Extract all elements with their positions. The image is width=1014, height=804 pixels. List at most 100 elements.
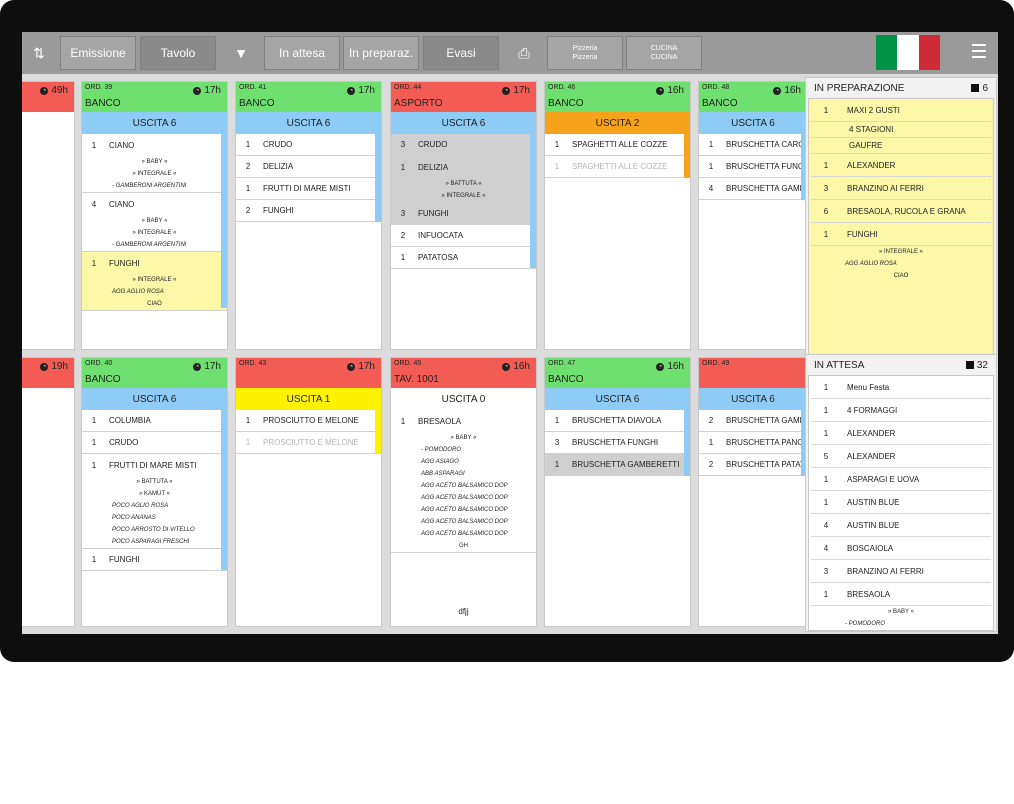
order-header[interactable]: ◔ 49h xyxy=(22,82,74,112)
order-card[interactable]: ◔ 49h xyxy=(22,81,75,350)
order-item[interactable]: 1 FRUTTI DI MARE MISTI xyxy=(236,178,381,200)
order-item[interactable]: 1 BRUSCHETTA GAMBERETTI xyxy=(545,454,690,476)
order-header[interactable]: ORD. 48 ◔ 16h BANCO xyxy=(699,82,807,112)
filter-icon[interactable]: ▼ xyxy=(234,45,248,61)
order-card[interactable]: ◔ 19h xyxy=(22,357,75,627)
order-item[interactable]: 2 DELIZIA xyxy=(236,156,381,178)
item-name: AUSTIN BLUE xyxy=(847,497,900,507)
order-item[interactable]: 1 COLUMBIA xyxy=(82,410,227,432)
order-item[interactable]: 3 BRUSCHETTA FUNGHI xyxy=(545,432,690,454)
order-item[interactable]: 1 PATATOSA xyxy=(391,247,536,269)
order-item[interactable]: 1 BRUSCHETTA DIAVOLA xyxy=(545,410,690,432)
cucina-dept-button[interactable]: CUCINA CUCINA xyxy=(626,36,702,70)
order-item[interactable]: 1 BRESAOLA » BABY « - POMODORO AGG ASIAGO ABB… xyxy=(391,410,536,553)
uscita-header[interactable]: USCITA 6 xyxy=(391,112,536,134)
order-type: BANCO xyxy=(85,374,121,385)
order-item[interactable]: 1 FRUTTI DI MARE MISTI » BATTUTA « » KAMUT … xyxy=(82,454,227,549)
menu-icon[interactable] xyxy=(972,44,986,62)
order-card[interactable]: ORD. 47 ◔ 16h BANCO USCITA 6 1 BRUSCHETTA DIAV… xyxy=(544,357,691,627)
order-item[interactable]: 1 SPAGHETTI ALLE COZZE xyxy=(545,156,690,178)
uscita-header[interactable]: USCITA 0 xyxy=(391,388,536,410)
order-item[interactable]: 1 CIANO » BABY « » INTEGRALE « - GAMBERONI A… xyxy=(82,134,227,193)
side-item[interactable]: 1 ASPARAGI E UOVA xyxy=(809,468,993,491)
italian-flag-icon[interactable] xyxy=(876,35,940,70)
order-item[interactable]: 1 PROSCIUTTO E MELONE xyxy=(236,410,381,432)
order-header[interactable]: ORD. 46 ◔ 16h BANCO xyxy=(545,82,690,112)
order-card[interactable]: ORD. 48 ◔ 16h BANCO USCITA 6 1 BRUSCHETTA CARC… xyxy=(698,81,808,350)
print-icon[interactable]: ⎙ xyxy=(518,44,530,61)
uscita-header[interactable]: USCITA 6 xyxy=(82,388,227,410)
uscita-header[interactable]: USCITA 6 xyxy=(699,112,807,134)
order-card[interactable]: ORD. 39 ◔ 17h BANCO USCITA 6 1 CIANO » BABY « » … xyxy=(81,81,228,350)
tavolo-button[interactable]: Tavolo xyxy=(140,36,216,70)
order-type: BANCO xyxy=(239,98,275,109)
order-card[interactable]: ORD. 46 ◔ 16h BANCO USCITA 2 1 SPAGHETTI ALLE … xyxy=(544,81,691,350)
order-item[interactable]: 1 CRUDO xyxy=(236,134,381,156)
order-item[interactable]: 2 FUNGHI xyxy=(236,200,381,222)
order-card[interactable]: ORD. 41 ◔ 17h BANCO USCITA 6 1 CRUDO 2 DELIZIA 1 F… xyxy=(235,81,382,350)
order-card[interactable]: ORD. 43 ◔ 17h USCITA 1 1 PROSCIUTTO E MELONE 1… xyxy=(235,357,382,627)
order-item[interactable]: 4 CIANO » BABY « » INTEGRALE « - GAMBERONI A… xyxy=(82,193,227,252)
side-item[interactable]: 1 4 FORMAGGI xyxy=(809,399,993,422)
side-item[interactable]: 1 AUSTIN BLUE xyxy=(809,491,993,514)
order-header[interactable]: ORD. 49 xyxy=(699,358,807,388)
side-item[interactable]: 4 AUSTIN BLUE xyxy=(809,514,993,537)
side-item[interactable]: 1 FUNGHI » INTEGRALE « AGG AGLIO ROSA CIAO xyxy=(809,223,993,282)
order-item[interactable]: 1 FUNGHI » INTEGRALE « AGG AGLIO ROSA CIAO xyxy=(82,252,227,311)
in-preparazione-button[interactable]: In preparaz. xyxy=(343,36,419,70)
order-item[interactable]: 1 CRUDO xyxy=(82,432,227,454)
uscita-header[interactable]: USCITA 6 xyxy=(545,388,690,410)
order-header[interactable]: ORD. 39 ◔ 17h BANCO xyxy=(82,82,227,112)
order-item[interactable]: 4 BRUSCHETTA GAMB xyxy=(699,178,807,200)
order-item[interactable]: 1 FUNGHI xyxy=(82,549,227,571)
order-card[interactable]: ORD. 49 USCITA 6 2 BRUSCHETTA GAMB 1 BRUSCHET… xyxy=(698,357,808,627)
side-item[interactable]: 6 BRESAOLA, RUCOLA E GRANA xyxy=(809,200,993,223)
order-header[interactable]: ORD. 44 ◔ 17h ASPORTO xyxy=(391,82,536,112)
side-item[interactable]: 1 ALEXANDER xyxy=(809,422,993,445)
side-item[interactable]: 4 BOSCAIOLA xyxy=(809,537,993,560)
order-item[interactable]: 2 BRUSCHETTA PATAT xyxy=(699,454,807,476)
side-item[interactable]: 5 ALEXANDER xyxy=(809,445,993,468)
item-note: - GAMBERONI ARGENTINI xyxy=(112,183,187,189)
side-item-row: 1 Menu Festa xyxy=(811,376,991,399)
in-attesa-button[interactable]: In attesa xyxy=(264,36,340,70)
order-item[interactable]: 1 SPAGHETTI ALLE COZZE xyxy=(545,134,690,156)
order-card[interactable]: ORD. 44 ◔ 17h ASPORTO USCITA 6 3 CRUDO 1 DELIZIA… xyxy=(390,81,537,350)
order-header[interactable]: ◔ 19h xyxy=(22,358,74,388)
order-item[interactable]: 3 CRUDO xyxy=(391,134,536,156)
item-row: 1 BRUSCHETTA GAMBERETTI xyxy=(545,454,690,476)
order-header[interactable]: ORD. 45 ◔ 16h TAV. 1001 xyxy=(391,358,536,388)
side-item[interactable]: 1 MAXI 2 GUSTI 4 STAGIONI GAUFRE xyxy=(809,99,993,154)
order-item[interactable]: 1 BRUSCHETTA FUNGI xyxy=(699,156,807,178)
order-card[interactable]: ORD. 40 ◔ 17h BANCO USCITA 6 1 COLUMBIA 1 CRUDO 1… xyxy=(81,357,228,627)
order-item[interactable]: 1 DELIZIA » BATTUTA « » INTEGRALE « xyxy=(391,156,536,203)
order-card[interactable]: ORD. 45 ◔ 16h TAV. 1001 USCITA 0 1 BRESAOLA » B… xyxy=(390,357,537,627)
order-number: ORD. 40 xyxy=(85,360,113,367)
order-item[interactable]: 3 FUNGHI xyxy=(391,203,536,225)
order-item[interactable]: 2 INFUOCATA xyxy=(391,225,536,247)
sort-icon[interactable]: ⇅ xyxy=(33,44,45,61)
uscita-header[interactable]: USCITA 6 xyxy=(82,112,227,134)
order-header[interactable]: ORD. 43 ◔ 17h xyxy=(236,358,381,388)
order-item[interactable]: 1 PROSCIUTTO E MELONE xyxy=(236,432,381,454)
uscita-header[interactable]: USCITA 2 xyxy=(545,112,690,134)
side-item[interactable]: 3 BRANZINO AI FERRI xyxy=(809,177,993,200)
order-item[interactable]: 1 BRUSCHETTA CARCI xyxy=(699,134,807,156)
side-item[interactable]: 1 ALEXANDER xyxy=(809,154,993,177)
evasi-button[interactable]: Evasi xyxy=(423,36,499,70)
item-name: CRUDO xyxy=(263,140,293,149)
order-header[interactable]: ORD. 40 ◔ 17h BANCO xyxy=(82,358,227,388)
side-item[interactable]: 3 BRANZINO AI FERRI xyxy=(809,560,993,583)
item-row: 3 BRUSCHETTA FUNGHI xyxy=(545,432,690,454)
side-item[interactable]: 1 Menu Festa xyxy=(809,376,993,399)
emissione-button[interactable]: Emissione xyxy=(60,36,136,70)
order-header[interactable]: ORD. 47 ◔ 16h BANCO xyxy=(545,358,690,388)
order-item[interactable]: 1 BRUSCHETTA PANC xyxy=(699,432,807,454)
pizzeria-dept-button[interactable]: Pizzeria Pizzeria xyxy=(547,36,623,70)
uscita-header[interactable]: USCITA 6 xyxy=(699,388,807,410)
side-item[interactable]: 1 BRESAOLA » BABY «- POMODORO xyxy=(809,583,993,630)
order-header[interactable]: ORD. 41 ◔ 17h BANCO xyxy=(236,82,381,112)
uscita-header[interactable]: USCITA 1 xyxy=(236,388,381,410)
order-item[interactable]: 2 BRUSCHETTA GAMB xyxy=(699,410,807,432)
uscita-header[interactable]: USCITA 6 xyxy=(236,112,381,134)
